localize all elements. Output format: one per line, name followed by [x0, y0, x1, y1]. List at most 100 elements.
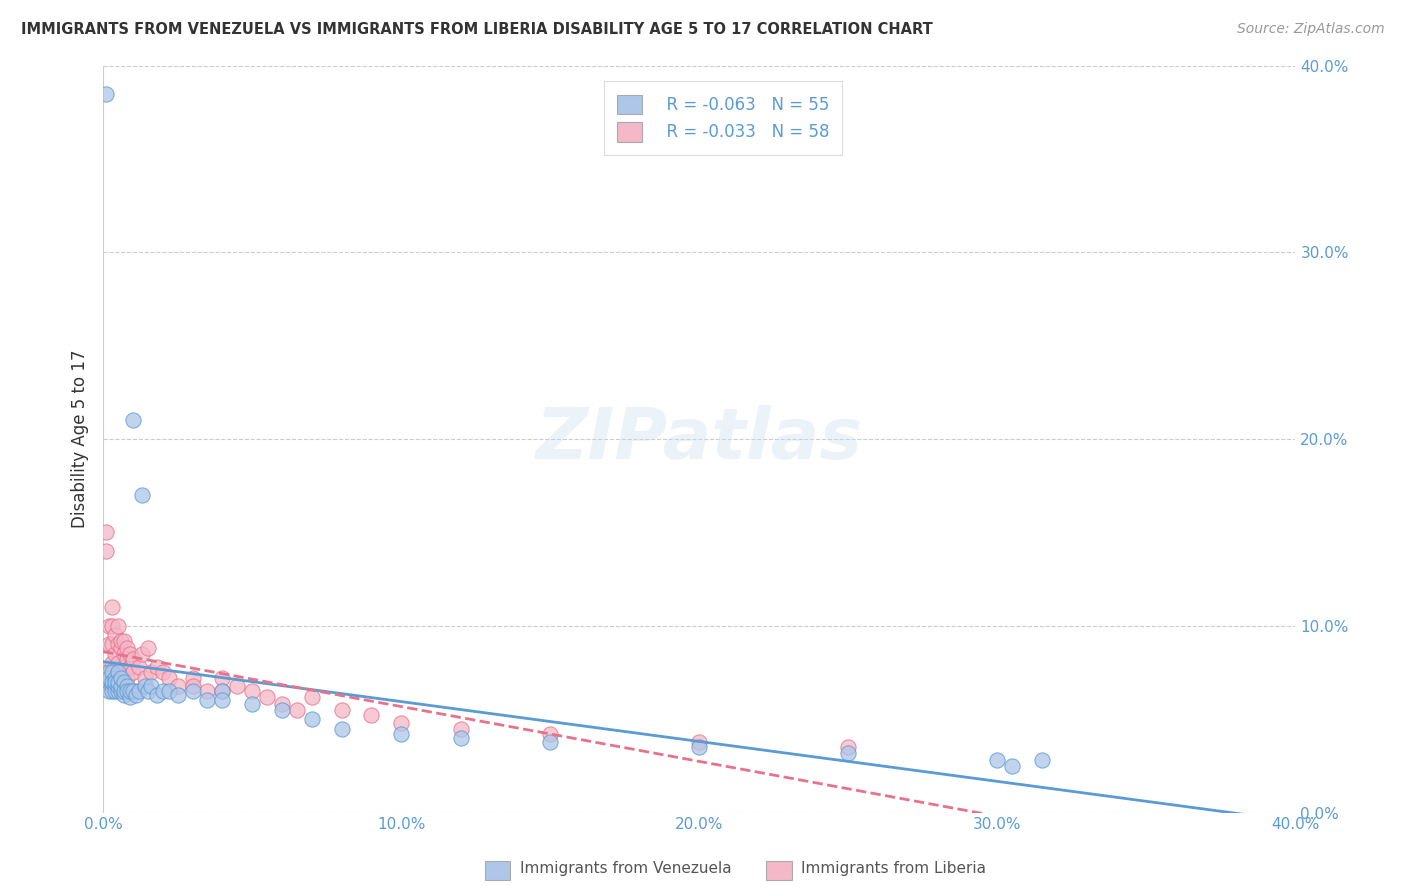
Point — [226, 679, 249, 693]
Point — [688, 734, 710, 748]
Point — [157, 671, 180, 685]
Point — [94, 674, 117, 689]
Point — [104, 647, 127, 661]
Point — [115, 684, 138, 698]
Point — [1031, 753, 1053, 767]
Point — [197, 693, 219, 707]
Point — [128, 684, 150, 698]
Text: Immigrants from Venezuela: Immigrants from Venezuela — [520, 861, 733, 876]
Point — [450, 722, 472, 736]
Point — [115, 671, 138, 685]
Point — [107, 679, 129, 693]
Point — [538, 727, 561, 741]
Point — [986, 753, 1008, 767]
Point — [98, 671, 121, 685]
Point — [101, 656, 124, 670]
Point — [389, 715, 412, 730]
Point — [181, 679, 204, 693]
Point — [98, 619, 121, 633]
Point — [136, 684, 159, 698]
Point — [131, 488, 153, 502]
Point — [181, 671, 204, 685]
Point — [110, 633, 132, 648]
Point — [389, 727, 412, 741]
Point — [125, 684, 148, 698]
Point — [107, 638, 129, 652]
Point — [101, 638, 124, 652]
Point — [101, 684, 124, 698]
Point — [104, 671, 127, 685]
FancyBboxPatch shape — [485, 861, 510, 880]
Point — [104, 684, 127, 698]
Point — [98, 684, 121, 698]
Point — [197, 684, 219, 698]
Point — [837, 740, 859, 755]
Point — [112, 647, 135, 661]
Point — [122, 413, 145, 427]
Point — [152, 684, 174, 698]
Point — [118, 660, 141, 674]
Point — [157, 684, 180, 698]
Point — [134, 679, 156, 693]
Point — [128, 660, 150, 674]
Point — [94, 87, 117, 101]
Point — [107, 619, 129, 633]
Point — [450, 731, 472, 745]
Point — [166, 679, 188, 693]
Point — [112, 684, 135, 698]
Text: ZIPatlas: ZIPatlas — [536, 405, 863, 474]
Point — [211, 671, 233, 685]
Point — [110, 665, 132, 680]
Point — [211, 684, 233, 698]
Point — [688, 740, 710, 755]
Point — [301, 712, 323, 726]
Point — [211, 693, 233, 707]
Text: Source: ZipAtlas.com: Source: ZipAtlas.com — [1237, 22, 1385, 37]
Point — [360, 708, 382, 723]
Point — [101, 679, 124, 693]
Text: IMMIGRANTS FROM VENEZUELA VS IMMIGRANTS FROM LIBERIA DISABILITY AGE 5 TO 17 CORR: IMMIGRANTS FROM VENEZUELA VS IMMIGRANTS … — [21, 22, 932, 37]
Point — [107, 674, 129, 689]
Point — [211, 684, 233, 698]
Point — [240, 697, 263, 711]
Point — [115, 679, 138, 693]
Point — [271, 697, 294, 711]
Point — [104, 674, 127, 689]
Point — [146, 688, 169, 702]
Point — [94, 544, 117, 558]
Point — [115, 641, 138, 656]
Point — [110, 671, 132, 685]
Point — [256, 690, 278, 704]
Point — [122, 665, 145, 680]
Point — [139, 679, 162, 693]
Point — [1001, 759, 1024, 773]
Point — [104, 679, 127, 693]
Point — [112, 660, 135, 674]
Point — [146, 660, 169, 674]
Point — [118, 690, 141, 704]
Point — [122, 652, 145, 666]
Point — [837, 746, 859, 760]
Point — [94, 665, 117, 680]
Point — [271, 703, 294, 717]
Point — [101, 619, 124, 633]
Point — [101, 665, 124, 680]
Legend:   R = -0.063   N = 55,   R = -0.033   N = 58: R = -0.063 N = 55, R = -0.033 N = 58 — [605, 81, 842, 155]
Point — [330, 722, 353, 736]
Point — [104, 628, 127, 642]
Point — [181, 684, 204, 698]
Point — [115, 652, 138, 666]
Y-axis label: Disability Age 5 to 17: Disability Age 5 to 17 — [72, 350, 89, 528]
Point — [125, 688, 148, 702]
Point — [112, 633, 135, 648]
Point — [112, 688, 135, 702]
Point — [112, 674, 135, 689]
Point — [110, 679, 132, 693]
Point — [139, 665, 162, 680]
Point — [285, 703, 308, 717]
Point — [301, 690, 323, 704]
Point — [136, 641, 159, 656]
Point — [107, 656, 129, 670]
Point — [134, 671, 156, 685]
Point — [330, 703, 353, 717]
